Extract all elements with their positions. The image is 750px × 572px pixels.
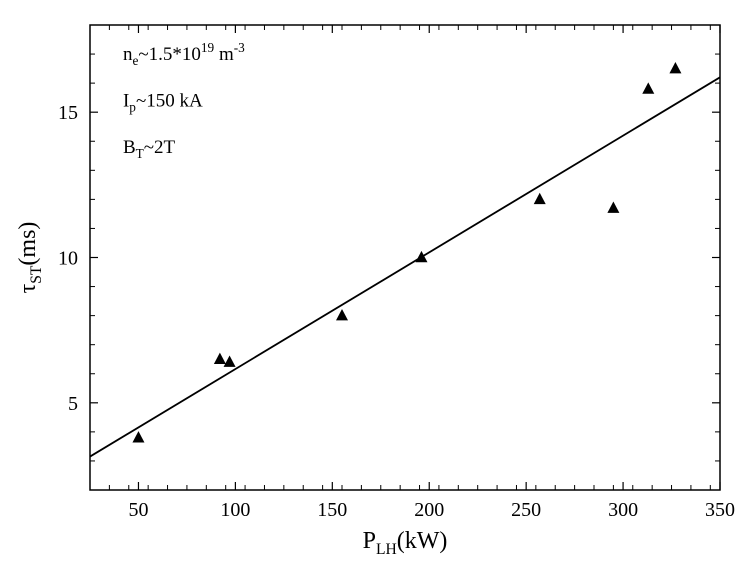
y-tick-label: 10 xyxy=(58,248,78,270)
x-tick-label: 350 xyxy=(705,499,735,521)
scatter-chart: 5010015020025030035051015PLH(kW)τST(ms)n… xyxy=(0,0,750,572)
annotation-text: ne~1.5*1019 m-3 xyxy=(123,40,245,68)
annotation-text: Ip~150 kA xyxy=(123,90,203,114)
x-tick-label: 150 xyxy=(317,499,347,521)
x-tick-label: 100 xyxy=(220,499,250,521)
annotation-text: BT~2T xyxy=(123,137,176,161)
y-tick-label: 5 xyxy=(68,393,78,415)
x-tick-label: 50 xyxy=(128,499,148,521)
x-tick-label: 250 xyxy=(511,499,541,521)
chart-svg: 5010015020025030035051015PLH(kW)τST(ms)n… xyxy=(0,0,750,572)
y-tick-label: 15 xyxy=(58,102,78,124)
x-tick-label: 300 xyxy=(608,499,638,521)
x-tick-label: 200 xyxy=(414,499,444,521)
x-axis-label: PLH(kW) xyxy=(363,528,448,558)
